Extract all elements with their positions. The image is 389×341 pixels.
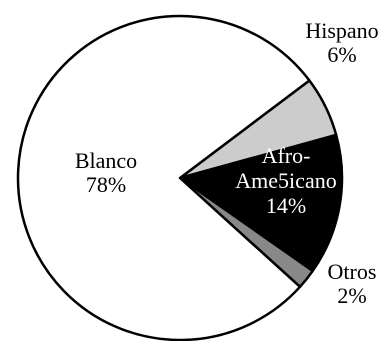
pie-slice-blanco: [16, 14, 311, 341]
pie-label-afro-ame5icano: Afro-Ame5icano 14%: [235, 143, 336, 218]
pie-slices: [16, 14, 344, 341]
pie-label-hispano: Hispano 6%: [305, 18, 378, 67]
pie-label-otros: Otros 2%: [328, 259, 377, 308]
pie-slice-afro-ame5icano: [178, 133, 344, 273]
pie-labels: Hispano 6% Afro-Ame5icano 14% Otros 2% Blanco 7…: [75, 18, 379, 308]
pie-label-blanco: Blanco 78%: [75, 148, 137, 197]
